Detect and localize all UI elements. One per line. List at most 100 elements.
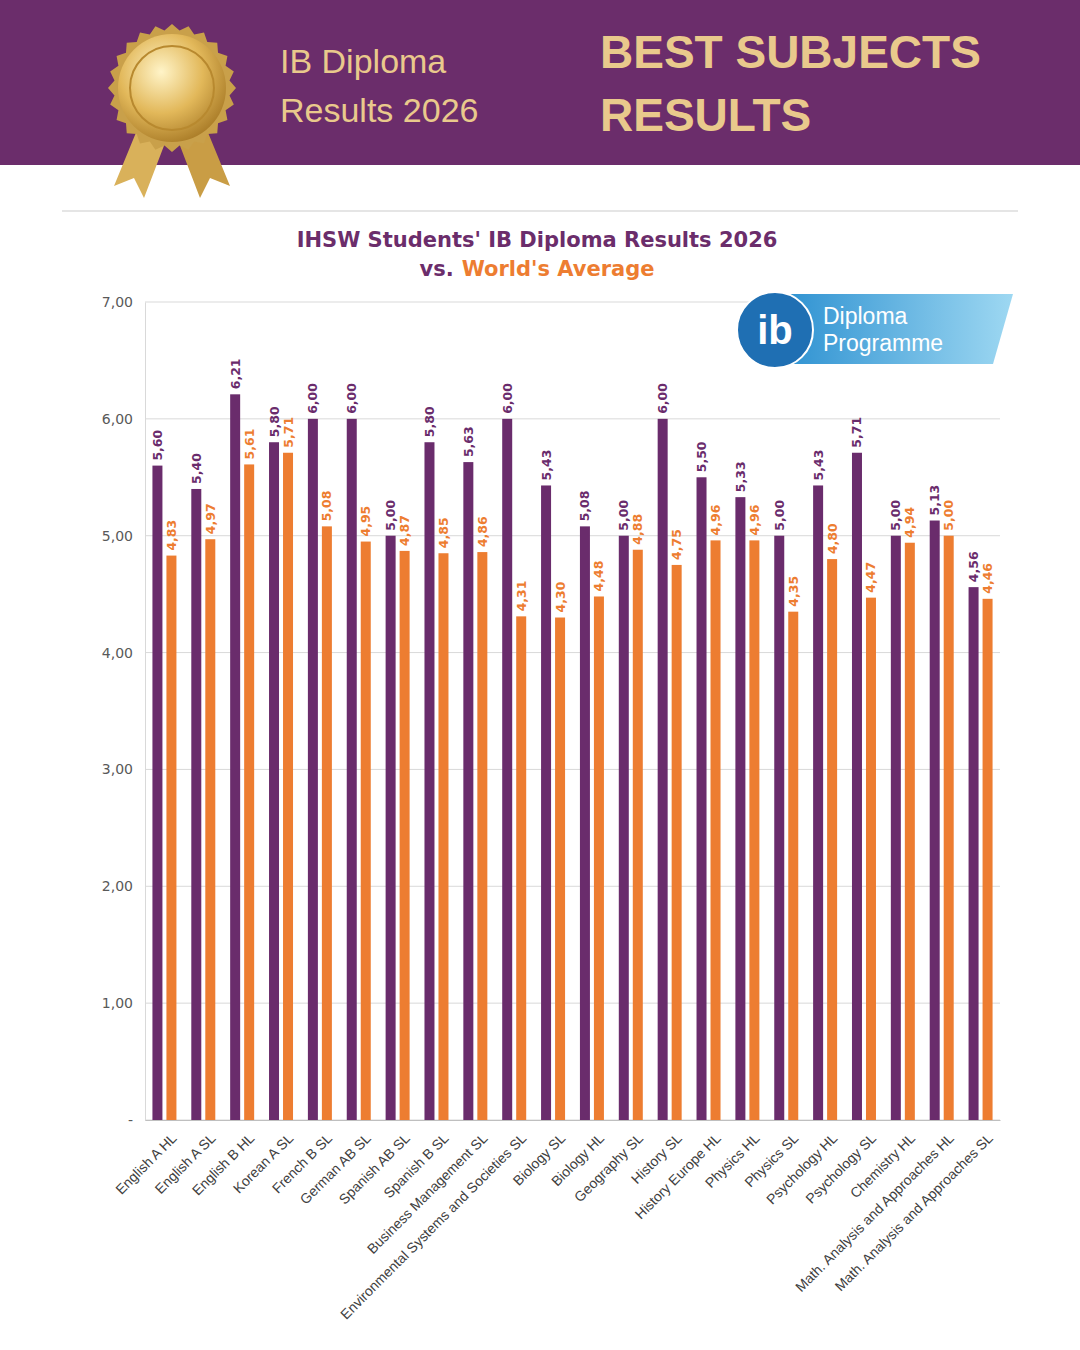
medal-face — [118, 34, 226, 142]
bar — [983, 599, 993, 1120]
bar — [905, 543, 915, 1120]
x-tick-label: Environmental Systems and Societies SL — [337, 1130, 529, 1322]
data-label: 5,80 — [267, 406, 282, 437]
bar — [152, 466, 162, 1120]
data-label: 5,00 — [888, 500, 903, 531]
bar — [347, 419, 357, 1120]
data-label: 4,80 — [825, 523, 840, 554]
bar — [891, 536, 901, 1120]
data-label: 4,46 — [980, 563, 995, 594]
data-label: 4,30 — [553, 581, 568, 612]
data-label: 5,40 — [189, 453, 204, 484]
bar — [322, 526, 332, 1120]
y-tick-label: 3,00 — [102, 761, 133, 777]
y-tick: 2,00 — [102, 878, 145, 894]
separator — [62, 210, 1018, 212]
bar — [866, 598, 876, 1120]
data-label: 5,63 — [461, 426, 476, 457]
bar — [502, 419, 512, 1120]
x-tick: German AB SL — [297, 1120, 374, 1207]
data-label: 5,71 — [849, 417, 864, 448]
data-label: 5,13 — [927, 485, 942, 516]
data-label: 4,83 — [164, 520, 179, 551]
data-label: 6,00 — [655, 383, 670, 414]
bar — [541, 485, 551, 1120]
data-label: 5,08 — [319, 491, 334, 522]
y-tick-label: 2,00 — [102, 878, 133, 894]
bar — [749, 540, 759, 1120]
data-label: 4,87 — [397, 515, 412, 546]
bar — [594, 596, 604, 1120]
data-label: 5,80 — [422, 406, 437, 437]
x-tick: Environmental Systems and Societies SL — [337, 1120, 529, 1322]
bar — [308, 419, 318, 1120]
data-label: 4,88 — [630, 514, 645, 545]
data-label: 4,35 — [786, 576, 801, 607]
bar — [516, 616, 526, 1120]
data-label: 5,33 — [733, 461, 748, 492]
chart-subtitle: vs.World's Average — [419, 257, 654, 281]
ib-logo: ibDiplomaProgramme — [737, 292, 1013, 368]
bar — [400, 551, 410, 1120]
data-label: 5,00 — [941, 500, 956, 531]
x-tick: Spanish AB SL — [335, 1120, 413, 1207]
data-label: 4,47 — [863, 562, 878, 593]
y-tick: 7,00 — [102, 294, 145, 310]
x-tick-label: Math. Analysis and Approaches SL — [832, 1130, 996, 1294]
bar — [477, 552, 487, 1120]
bar — [283, 453, 293, 1120]
y-tick-label: 1,00 — [102, 995, 133, 1011]
data-label: 5,71 — [281, 417, 296, 448]
bar — [852, 453, 862, 1120]
x-axis: English A HLEnglish A SLEnglish B HLKore… — [112, 1120, 1000, 1322]
data-label: 4,94 — [902, 507, 917, 538]
header-title: RESULTS — [600, 89, 811, 141]
bar — [166, 556, 176, 1120]
y-tick-label: 7,00 — [102, 294, 133, 310]
bar — [191, 489, 201, 1120]
header-background — [0, 0, 1080, 165]
x-tick: Psychology SL — [802, 1120, 879, 1207]
y-tick: 5,00 — [102, 528, 145, 544]
x-tick: Psychology HL — [763, 1120, 840, 1207]
subtitle-prefix: vs. — [419, 257, 453, 281]
header: IB DiplomaResults 2026BEST SUBJECTSRESUL… — [0, 0, 1080, 198]
page: IB DiplomaResults 2026BEST SUBJECTSRESUL… — [0, 0, 1080, 1350]
bar — [658, 419, 668, 1120]
bar — [205, 539, 215, 1120]
medal-inner — [130, 46, 214, 130]
x-tick: Math. Analysis and Approaches SL — [832, 1120, 996, 1294]
y-tick: - — [128, 1112, 145, 1128]
logo-text: Programme — [823, 330, 943, 356]
data-label: 5,43 — [811, 450, 826, 481]
data-label: 6,21 — [228, 358, 243, 389]
bar — [633, 550, 643, 1120]
data-label: 5,00 — [383, 500, 398, 531]
data-label: 4,85 — [436, 517, 451, 548]
data-label: 5,50 — [694, 441, 709, 472]
bar — [774, 536, 784, 1120]
y-tick-label: - — [128, 1112, 133, 1128]
data-label: 4,96 — [747, 504, 762, 535]
data-label: 4,97 — [203, 503, 218, 534]
data-labels: 5,605,406,215,806,006,005,005,805,636,00… — [150, 358, 995, 612]
bar — [244, 464, 254, 1120]
data-label: 4,96 — [708, 504, 723, 535]
data-label: 5,00 — [616, 500, 631, 531]
data-label: 4,75 — [669, 529, 684, 560]
bar — [944, 536, 954, 1120]
bar — [386, 536, 396, 1120]
bar — [463, 462, 473, 1120]
x-tick-label: Math. Analysis and Approaches HL — [792, 1130, 957, 1295]
bar — [813, 485, 823, 1120]
bar — [672, 565, 682, 1120]
logo-circle — [737, 292, 813, 368]
bar — [788, 612, 798, 1120]
header-title: BEST SUBJECTS — [600, 26, 981, 78]
medal-icon — [108, 24, 236, 198]
data-label: 4,48 — [591, 561, 606, 592]
y-tick: 6,00 — [102, 411, 145, 427]
y-tick-label: 4,00 — [102, 645, 133, 661]
y-tick: 1,00 — [102, 995, 145, 1011]
series-bars — [152, 394, 978, 1120]
